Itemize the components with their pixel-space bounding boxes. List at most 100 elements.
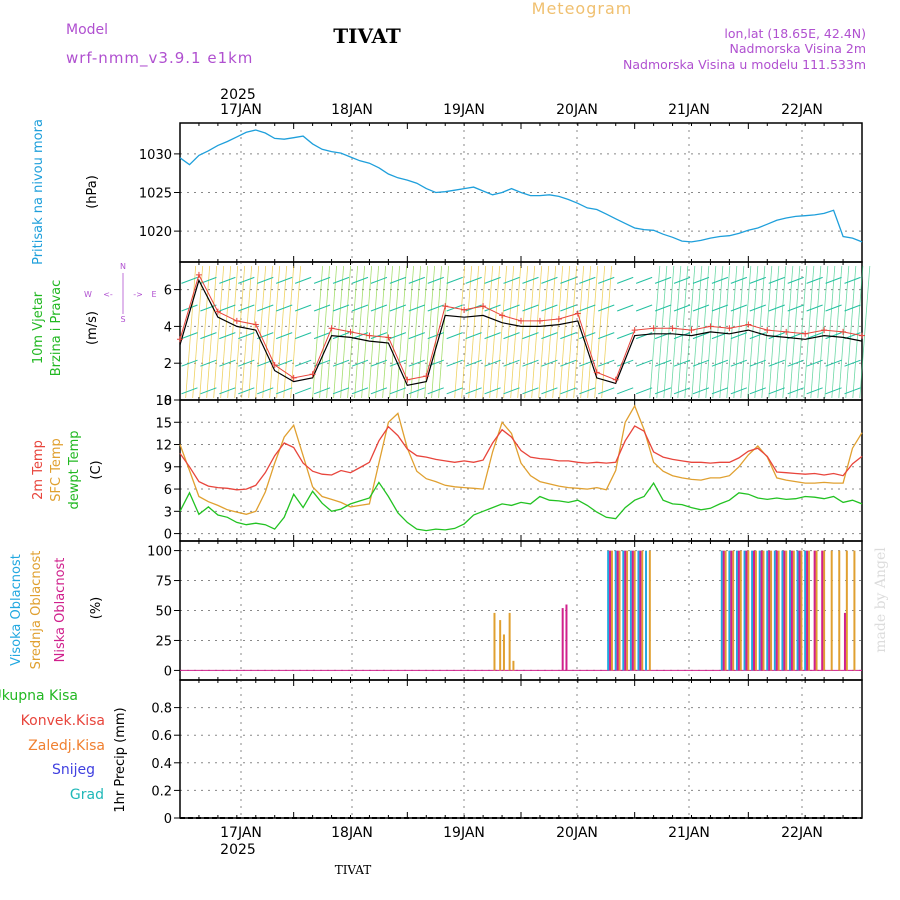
wind-barb	[351, 387, 369, 395]
wind-direction-hatch	[454, 265, 466, 399]
ytick-label-3: 75	[155, 575, 172, 590]
wind-barb	[389, 304, 407, 312]
wind-direction-hatch	[691, 265, 703, 399]
bottom-date-0: 17JAN	[220, 825, 262, 841]
wind-barb	[446, 332, 463, 340]
ytick-label-2: 0.4	[151, 757, 172, 772]
wind-barb	[389, 387, 407, 395]
ytick-label-1: 1025	[139, 187, 172, 202]
wind-direction-hatch	[333, 265, 345, 399]
ytick-label-5: 15	[155, 416, 172, 431]
wind-gust-marker	[442, 303, 449, 310]
wind-barb	[465, 359, 482, 367]
wind-barb	[200, 332, 217, 340]
wind-barb	[522, 332, 539, 340]
wind-barb	[219, 276, 236, 284]
wind-direction-hatch	[698, 265, 710, 399]
wind-direction-hatch	[431, 265, 443, 399]
pressure-series-line	[179, 129, 863, 243]
temp-2m-line	[179, 425, 863, 491]
wind-barb	[654, 304, 672, 312]
pressure-label: Pritisak na nivou mora	[31, 119, 46, 265]
wind-barb	[749, 387, 766, 395]
wind-gust-marker	[707, 323, 714, 330]
sfc-temp-line	[179, 404, 863, 515]
wind-direction-hatch	[382, 265, 394, 399]
wind-barb	[692, 332, 710, 340]
wind-barb	[503, 387, 520, 395]
wind-barb	[617, 332, 634, 340]
wind-barb	[351, 359, 369, 367]
wind-barb	[332, 276, 350, 284]
wind-barb	[768, 359, 785, 367]
wind-barb	[692, 359, 710, 367]
top-date-2: 19JAN	[443, 102, 485, 118]
wind-barb	[408, 276, 425, 284]
wind-gust-marker	[802, 330, 809, 337]
wind-compass: N S W E <- ->	[84, 262, 156, 324]
wind-gust-marker	[252, 321, 259, 328]
wind-barb	[370, 359, 388, 367]
wind-gust-marker	[518, 317, 524, 324]
wind-direction-hatch	[482, 265, 494, 399]
wind-gust-marker	[423, 373, 430, 380]
wind-gust-marker	[726, 325, 733, 332]
wind-direction-hatch	[649, 265, 661, 399]
wind-direction-hatch	[213, 265, 225, 399]
top-date-labels: 17JAN 18JAN 19JAN 20JAN 21JAN 22JAN	[220, 102, 823, 118]
wind-direction-hatch	[663, 265, 675, 399]
wind-barb	[844, 387, 861, 395]
wind-direction-hatch	[601, 265, 613, 399]
wind-barb	[692, 304, 710, 312]
wind-barb	[541, 304, 558, 312]
wind-gust-marker	[745, 321, 752, 328]
wind-barb	[692, 276, 710, 284]
wind-direction-hatch	[545, 265, 557, 399]
footer-station: TIVAT	[335, 863, 372, 877]
wind-barb	[389, 332, 407, 340]
wind-gust-marker	[309, 371, 316, 378]
wind-barb	[673, 387, 691, 395]
wind-barb	[579, 387, 596, 395]
wind-direction-hatch	[677, 265, 689, 399]
wind-barb	[825, 304, 842, 312]
pressure-unit: (hPa)	[85, 175, 100, 209]
wind-barb	[522, 276, 539, 284]
wind-barb	[294, 332, 312, 340]
wind-direction-hatch	[417, 265, 429, 399]
compass-left-arrow: <-	[103, 290, 113, 299]
wind-direction-hatch	[368, 265, 380, 399]
wind-gust-marker	[177, 336, 183, 343]
compass-south: S	[120, 315, 125, 324]
wind-barb	[389, 276, 407, 284]
wind-direction-hatch	[475, 265, 487, 399]
wind-direction-hatch	[573, 265, 585, 399]
wind-direction-hatch	[712, 265, 724, 399]
wind-barb	[313, 332, 331, 340]
bottom-date-labels: 17JAN 18JAN 19JAN 20JAN 21JAN 22JAN	[220, 825, 823, 841]
wind-barb	[238, 387, 255, 395]
precip-label-frozen: Zaledj.Kisa	[28, 738, 105, 754]
wind-barb	[749, 359, 766, 367]
wind-barb	[276, 332, 293, 340]
wind-barb	[598, 387, 615, 395]
wind-barb	[560, 359, 577, 367]
wind-barb	[257, 276, 274, 284]
ytick-label-6: 18	[155, 394, 172, 409]
wind-direction-hatch	[354, 265, 366, 399]
wind-direction-hatch	[234, 265, 246, 399]
wind-barb	[730, 387, 748, 395]
top-date-3: 20JAN	[556, 102, 598, 118]
wind-direction-hatch	[552, 265, 564, 399]
compass-east: E	[151, 290, 156, 299]
wind-barb	[181, 359, 198, 367]
wind-barb	[200, 387, 217, 395]
wind-barb	[787, 276, 804, 284]
wind-barb	[806, 332, 823, 340]
wind-barb	[200, 359, 217, 367]
wind-direction-hatch	[775, 265, 787, 399]
ytick-label-4: 12	[155, 439, 172, 454]
wind-gust-marker	[859, 332, 865, 339]
wind-direction-hatch	[538, 265, 550, 399]
wind-barb	[503, 359, 520, 367]
